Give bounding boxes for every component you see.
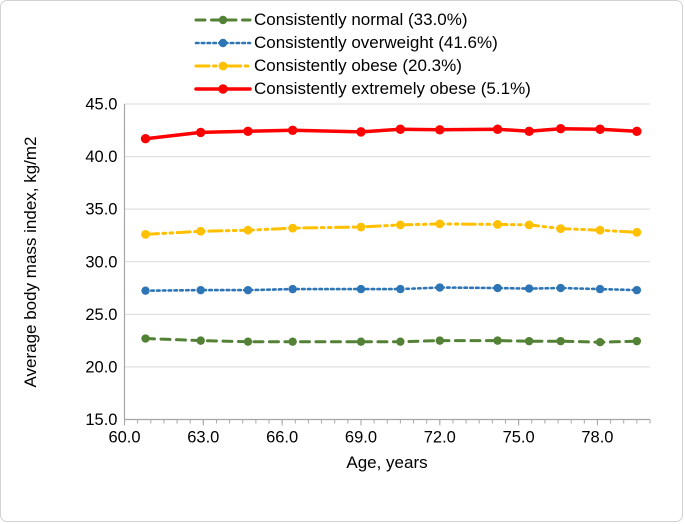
data-point-series-0 xyxy=(396,337,405,346)
data-point-series-2 xyxy=(435,219,445,229)
data-point-series-3 xyxy=(195,127,206,138)
y-tick-label: 20.0 xyxy=(85,358,117,376)
data-point-series-2 xyxy=(524,220,534,230)
series-line-1 xyxy=(144,286,639,292)
series-line-3 xyxy=(143,126,639,141)
data-point-series-2 xyxy=(288,223,298,233)
legend-item: Consistently obese (20.3%) xyxy=(194,54,531,77)
y-tick-label: 15.0 xyxy=(85,411,117,429)
data-point-series-0 xyxy=(243,337,253,346)
data-point-series-3 xyxy=(492,124,503,134)
data-point-series-0 xyxy=(493,336,502,345)
data-point-series-3 xyxy=(595,124,605,134)
data-point-series-0 xyxy=(595,338,605,347)
data-point-series-0 xyxy=(632,336,642,346)
legend-item: Consistently normal (33.0%) xyxy=(194,8,531,31)
data-point-series-3 xyxy=(287,125,298,135)
legend-label: Consistently extremely obese (5.1%) xyxy=(254,78,531,98)
x-tick-label: 75.0 xyxy=(503,429,535,447)
data-point-series-3 xyxy=(524,126,534,137)
data-point-series-1 xyxy=(524,284,534,293)
x-tick-label: 63.0 xyxy=(187,429,219,447)
data-point-series-3 xyxy=(356,127,366,137)
y-tick-label: 35.0 xyxy=(85,201,117,219)
x-tick-label: 78.0 xyxy=(581,429,613,447)
data-point-series-1 xyxy=(396,284,405,294)
data-point-series-2 xyxy=(632,227,642,237)
data-point-series-1 xyxy=(493,283,502,293)
x-axis-title: Age, years xyxy=(346,453,428,472)
data-point-series-3 xyxy=(395,124,406,134)
data-point-series-2 xyxy=(243,225,253,235)
data-point-series-1 xyxy=(556,283,565,293)
data-point-series-1 xyxy=(141,286,150,295)
data-point-series-2 xyxy=(141,230,150,239)
legend: Consistently normal (33.0%) Consistently … xyxy=(194,8,531,100)
data-point-series-2 xyxy=(493,220,503,229)
data-point-series-0 xyxy=(288,337,297,346)
series-line-2 xyxy=(144,222,639,236)
series-line-0 xyxy=(144,337,639,344)
data-point-series-0 xyxy=(556,336,565,346)
data-point-series-0 xyxy=(524,336,534,346)
data-point-series-1 xyxy=(196,285,205,295)
data-point-series-0 xyxy=(141,334,150,343)
legend-swatch-dashed-line-icon xyxy=(194,15,252,24)
data-point-series-3 xyxy=(243,126,253,137)
legend-label: Consistently obese (20.3%) xyxy=(254,55,462,75)
data-point-series-3 xyxy=(555,124,566,134)
data-point-series-0 xyxy=(196,336,205,345)
x-tick-label: 69.0 xyxy=(345,429,377,447)
x-tick-label: 66.0 xyxy=(266,429,298,447)
data-point-series-3 xyxy=(632,126,642,137)
data-point-series-1 xyxy=(632,285,642,295)
legend-label: Consistently overweight (41.6%) xyxy=(254,32,498,52)
data-point-series-1 xyxy=(288,284,297,294)
data-point-series-1 xyxy=(243,285,253,295)
y-tick-label: 40.0 xyxy=(85,148,117,166)
legend-swatch-dotted-line-icon xyxy=(194,38,252,47)
data-point-series-0 xyxy=(435,336,444,345)
data-point-series-0 xyxy=(356,337,366,346)
data-point-series-2 xyxy=(556,224,566,234)
legend-item: Consistently overweight (41.6%) xyxy=(194,31,531,54)
data-point-series-2 xyxy=(356,222,366,232)
data-point-series-2 xyxy=(595,225,605,235)
x-tick-label: 72.0 xyxy=(424,429,456,447)
data-point-series-2 xyxy=(196,226,206,236)
legend-swatch-dash-dot-dot-line-icon xyxy=(194,61,252,70)
x-tick-label: 60.0 xyxy=(108,429,140,447)
data-point-series-2 xyxy=(395,220,405,230)
y-tick-label: 45.0 xyxy=(85,96,117,114)
y-tick-label: 25.0 xyxy=(85,306,117,324)
y-tick-label: 30.0 xyxy=(85,253,117,271)
data-point-series-1 xyxy=(595,284,605,294)
legend-label: Consistently normal (33.0%) xyxy=(254,9,468,29)
data-point-series-3 xyxy=(140,134,151,144)
data-point-series-1 xyxy=(435,283,444,292)
data-point-series-1 xyxy=(356,284,366,294)
legend-swatch-solid-line-icon xyxy=(194,83,252,94)
data-point-series-3 xyxy=(435,125,445,135)
legend-item: Consistently extremely obese (5.1%) xyxy=(194,77,531,100)
y-axis-title: Average body mass index, kg/m2 xyxy=(21,136,40,388)
